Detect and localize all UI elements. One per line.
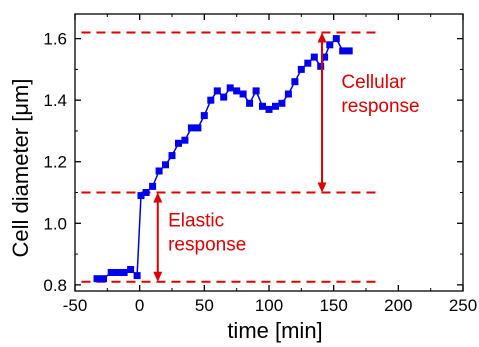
annotation-arrow-head-up [153,192,163,203]
data-point [259,102,266,110]
data-point [265,105,273,113]
data-point [168,152,176,160]
annotation-label: Cellular response [341,72,419,117]
data-point [100,275,107,283]
data-point [317,62,325,70]
data-point [200,112,208,120]
axis-ticks: -50 0 50 100 150 200 250 0.8 1.0 1.2 1.4 1.6 [43,14,477,315]
data-point [345,47,353,55]
data-point [175,139,182,147]
data-point [120,269,128,276]
data-point [332,35,340,43]
x-tick-label: 150 [319,296,347,315]
x-tick-label: 200 [384,296,412,315]
data-point [239,90,247,98]
reference-lines [81,31,381,283]
data-point [187,124,195,132]
data-point [220,93,228,101]
annotation-arrow-head-up [317,32,327,43]
data-point [114,269,122,276]
annotation-label-line: Cellular [341,72,406,93]
data-point [226,84,234,92]
x-tick-label: 250 [449,296,477,315]
annotation-arrow-head-down [317,182,327,193]
x-tick-label: 50 [195,296,214,315]
data-point [107,269,115,276]
data-point [181,136,189,144]
annotation-label-line: response [341,96,419,117]
annotation-arrow-head-down [153,271,163,282]
data-point [310,53,318,61]
x-axis-label: time [min] [227,318,322,343]
data-point [278,99,286,107]
data-point [137,192,145,200]
data-point [194,124,202,132]
data-point [246,99,254,107]
data-point [284,90,292,98]
y-tick-label: 0.8 [43,276,67,295]
data-point [339,47,347,55]
data-point [297,65,305,73]
y-tick-label: 1.6 [43,30,67,49]
data-point [149,182,157,190]
data-point [155,167,163,175]
y-tick-label: 1.4 [43,91,67,110]
x-tick-label: 100 [255,296,283,315]
y-tick-label: 1.0 [43,214,67,233]
annotation-label: Elastic response [168,211,246,256]
x-tick-label: -50 [63,296,88,315]
data-point [272,102,279,110]
annotation-label-line: response [168,235,246,256]
data-series [93,35,353,283]
annotation-label-line: Elastic [168,211,224,232]
annotations: Cellular response Elastic response [153,32,420,282]
data-point [93,275,101,283]
y-axis-label: Cell diameter [μm] [8,79,33,258]
data-point [213,87,221,95]
data-point [127,266,135,273]
data-point [291,78,299,86]
data-point [321,53,329,61]
data-point [326,41,334,49]
data-point [304,59,312,67]
y-tick-label: 1.2 [43,153,67,172]
data-point [252,87,260,95]
data-point [233,87,241,95]
x-tick-label: 0 [135,296,144,315]
data-point [133,272,141,280]
data-point [207,96,215,104]
data-point [162,161,169,169]
data-point [142,189,150,196]
